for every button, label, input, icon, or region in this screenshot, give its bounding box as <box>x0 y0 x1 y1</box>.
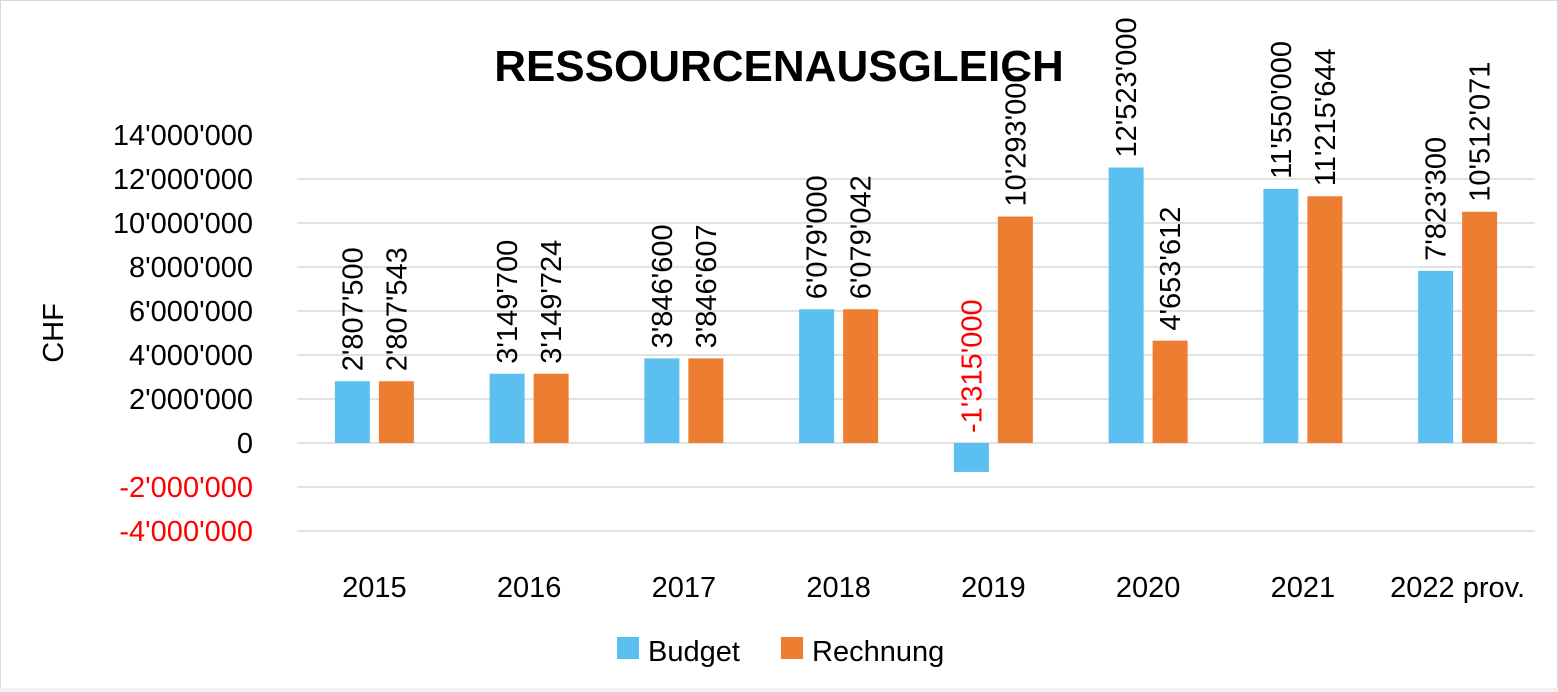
bar-budget-2022prov <box>1418 270 1454 443</box>
x-tick-label: 2022 prov. <box>1390 572 1525 604</box>
bar-budget-2020 <box>1108 167 1144 443</box>
y-tick-label: 8'000'000 <box>129 252 253 284</box>
data-label: 6'079'042 <box>846 175 878 299</box>
bar-rechnung-2022prov <box>1462 211 1498 443</box>
data-label: 2'807'500 <box>337 247 369 371</box>
y-tick-label: -2'000'000 <box>119 472 253 504</box>
x-tick-label: 2020 <box>1116 572 1181 604</box>
bar-rechnung-2020 <box>1152 340 1188 443</box>
data-label: 6'079'000 <box>802 175 834 299</box>
bar-rechnung-2019 <box>997 216 1033 443</box>
bar-rechnung-2021 <box>1307 196 1343 443</box>
y-tick-label: 2'000'000 <box>129 384 253 416</box>
data-label: 11'550'000 <box>1266 41 1298 179</box>
bar-rechnung-2015 <box>378 381 414 443</box>
x-tick-label: 2016 <box>497 572 562 604</box>
data-label: 3'846'600 <box>647 224 679 348</box>
y-tick-label: 0 <box>237 428 253 460</box>
data-label: 3'846'607 <box>691 224 723 348</box>
x-tick-label: 2021 <box>1271 572 1336 604</box>
y-axis-ticks: 14'000'000 12'000'000 10'000'000 8'000'000 6… <box>113 120 253 548</box>
gridlines <box>297 178 1535 532</box>
y-tick-label: 10'000'000 <box>113 208 253 240</box>
chart-title: RESSOURCENAUSGLEICH <box>494 42 1064 91</box>
x-tick-label: 2018 <box>806 572 871 604</box>
data-label: 10'512'071 <box>1465 62 1497 202</box>
x-tick-label: 2019 <box>961 572 1026 604</box>
bar-budget-2018 <box>799 309 835 443</box>
legend: Budget Rechnung <box>617 636 944 668</box>
legend-swatch-budget <box>617 637 639 659</box>
bottom-strip <box>0 688 1558 692</box>
data-label: 7'823'300 <box>1421 137 1453 261</box>
data-label: -1'315'000 <box>956 299 988 433</box>
y-tick-label: 12'000'000 <box>113 164 253 196</box>
data-label: 3'149'724 <box>536 240 568 364</box>
data-label: 12'523'000 <box>1111 17 1143 157</box>
y-tick-label: -4'000'000 <box>119 516 253 548</box>
x-axis-ticks: 2015 2016 2017 2018 2019 2020 2021 2022 prov. <box>342 572 1525 604</box>
y-tick-label: 6'000'000 <box>129 296 253 328</box>
legend-swatch-rechnung <box>781 637 803 659</box>
data-label: 11'215'644 <box>1310 48 1342 186</box>
legend-label-rechnung: Rechnung <box>812 636 944 668</box>
bar-rechnung-2017 <box>688 358 724 443</box>
bar-rechnung-2018 <box>843 309 879 443</box>
y-tick-label: 14'000'000 <box>113 120 253 152</box>
bar-rechnung-2016 <box>533 373 569 443</box>
legend-label-budget: Budget <box>648 636 740 668</box>
bar-budget-2017 <box>644 358 680 443</box>
data-label: 4'653'612 <box>1155 207 1187 331</box>
x-tick-label: 2017 <box>652 572 717 604</box>
x-tick-label: 2015 <box>342 572 407 604</box>
bar-budget-2021 <box>1263 188 1299 443</box>
data-label: 3'149'700 <box>492 240 524 364</box>
data-labels: 2'807'500 2'807'543 3'149'700 3'149'724 3'84… <box>337 17 1496 433</box>
y-tick-label: 4'000'000 <box>129 340 253 372</box>
data-label: 10'293'000 <box>1000 66 1032 206</box>
y-axis-label: CHF <box>38 303 70 363</box>
bars <box>334 167 1498 472</box>
bar-budget-2015 <box>334 381 370 443</box>
bar-budget-2016 <box>489 373 525 443</box>
bar-budget-2019 <box>953 443 989 472</box>
data-label: 2'807'543 <box>381 247 413 371</box>
